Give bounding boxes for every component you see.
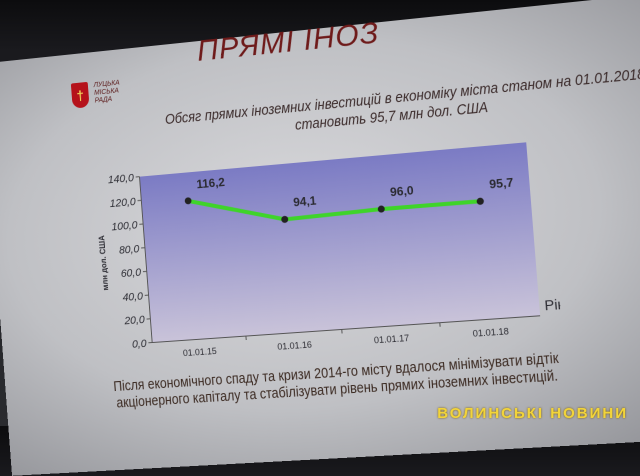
logo-line: РАДА bbox=[95, 95, 122, 105]
data-label: 96,0 bbox=[390, 184, 415, 199]
y-tick-label: 80,0 bbox=[119, 243, 140, 257]
city-council-logo: † ЛУЦЬКА МІСЬКА РАДА bbox=[71, 79, 121, 109]
y-tick-label: 20,0 bbox=[123, 314, 145, 327]
coat-of-arms-icon: † bbox=[71, 82, 90, 109]
x-axis-label: Рік bbox=[544, 296, 564, 313]
x-tick-label: 01.01.18 bbox=[472, 326, 509, 339]
y-tick-label: 60,0 bbox=[120, 267, 141, 281]
data-label: 94,1 bbox=[293, 195, 318, 210]
x-tick-label: 01.01.16 bbox=[277, 339, 312, 351]
y-tick-label: 140,0 bbox=[107, 172, 134, 186]
y-tick-label: 40,0 bbox=[122, 290, 143, 303]
y-tick-label: 0,0 bbox=[132, 338, 147, 351]
watermark-logo: ВОЛИНСЬКІ НОВИНИ bbox=[437, 405, 628, 422]
plot-area bbox=[139, 142, 540, 342]
y-axis-label: млн дол. США bbox=[97, 235, 110, 291]
data-label: 116,2 bbox=[196, 176, 226, 192]
y-tick-label: 100,0 bbox=[111, 219, 138, 233]
x-tick-label: 01.01.15 bbox=[183, 346, 218, 358]
x-tick-label: 01.01.17 bbox=[374, 333, 410, 346]
line-chart: млн дол. США Рік 0,0 20,0 40,0 60,0 80,0 100,… bbox=[82, 120, 564, 377]
data-label: 95,7 bbox=[489, 176, 514, 192]
slide-title: ПРЯМІ ІНОЗ bbox=[196, 16, 381, 68]
y-tick-label: 120,0 bbox=[109, 196, 136, 210]
